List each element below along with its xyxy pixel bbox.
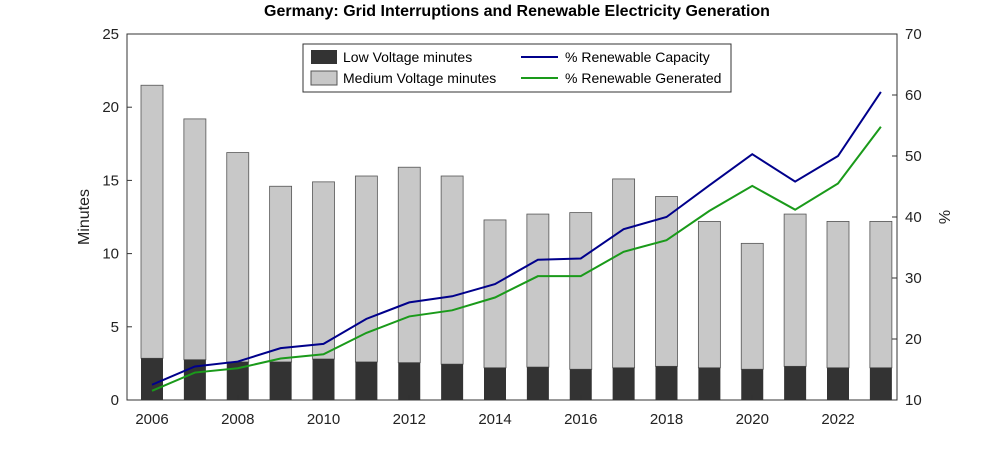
bar-low-voltage bbox=[698, 367, 721, 400]
bar-medium-voltage bbox=[655, 196, 678, 367]
x-tick-label: 2020 bbox=[736, 411, 769, 428]
legend-label-renewable-generated: % Renewable Generated bbox=[565, 70, 721, 86]
bar-low-voltage bbox=[484, 367, 506, 400]
bar-medium-voltage bbox=[183, 118, 207, 361]
y2-tick-label: 10 bbox=[905, 392, 922, 409]
y-tick-label: 10 bbox=[102, 246, 119, 263]
legend-swatch-medium-voltage bbox=[310, 70, 338, 86]
bar-low-voltage bbox=[226, 361, 249, 400]
bar-low-voltage bbox=[784, 366, 807, 400]
y-tick-label: 15 bbox=[102, 172, 119, 189]
x-tick-label: 2010 bbox=[307, 411, 340, 428]
y2-tick-label: 50 bbox=[905, 148, 922, 165]
bar-low-voltage bbox=[441, 364, 464, 400]
x-tick-label: 2018 bbox=[650, 411, 683, 428]
y2-tick-label: 20 bbox=[905, 331, 922, 348]
x-tick-label: 2022 bbox=[821, 411, 854, 428]
bar-medium-voltage bbox=[226, 152, 250, 363]
bar-medium-voltage bbox=[526, 213, 550, 368]
line-renewable-capacity bbox=[151, 91, 882, 386]
bar-medium-voltage bbox=[269, 185, 293, 363]
bar-low-voltage bbox=[569, 369, 592, 400]
bar-medium-voltage bbox=[440, 175, 464, 365]
bar-medium-voltage bbox=[397, 166, 421, 364]
bar-medium-voltage bbox=[612, 178, 636, 369]
bar-medium-voltage bbox=[783, 213, 807, 367]
bar-medium-voltage bbox=[869, 220, 893, 369]
y-tick-label: 5 bbox=[111, 319, 119, 336]
y-tick-label: 20 bbox=[102, 99, 119, 116]
bar-low-voltage bbox=[526, 367, 549, 400]
bar-medium-voltage bbox=[354, 175, 378, 363]
bar-low-voltage bbox=[612, 367, 635, 400]
y2-tick-label: 60 bbox=[905, 87, 922, 104]
y2-tick-label: 30 bbox=[905, 270, 922, 287]
bar-medium-voltage bbox=[740, 242, 764, 370]
bar-low-voltage bbox=[312, 359, 335, 400]
bar-low-voltage bbox=[398, 362, 421, 400]
bar-low-voltage bbox=[269, 361, 292, 400]
chart-title: Germany: Grid Interruptions and Renewabl… bbox=[264, 3, 770, 20]
bar-low-voltage bbox=[141, 358, 163, 400]
x-tick-label: 2008 bbox=[221, 411, 254, 428]
bar-low-voltage bbox=[827, 367, 849, 400]
bar-low-voltage bbox=[869, 367, 892, 400]
bar-low-voltage bbox=[655, 366, 678, 400]
bar-medium-voltage bbox=[140, 84, 164, 359]
x-tick-label: 2016 bbox=[564, 411, 597, 428]
bar-medium-voltage bbox=[697, 220, 721, 369]
bar-medium-voltage bbox=[312, 181, 335, 360]
legend-swatch-low-voltage bbox=[311, 50, 337, 64]
bar-medium-voltage bbox=[826, 220, 850, 369]
x-tick-label: 2006 bbox=[135, 411, 168, 428]
legend: Low Voltage minutes Medium Voltage minute… bbox=[302, 43, 732, 93]
x-tick-label: 2012 bbox=[393, 411, 426, 428]
line-renewable-generated bbox=[151, 126, 882, 392]
y2-tick-label: 70 bbox=[905, 26, 922, 43]
y2-tick-label: 40 bbox=[905, 209, 922, 226]
legend-label-low-voltage: Low Voltage minutes bbox=[343, 49, 472, 65]
y-tick-label: 25 bbox=[102, 26, 119, 43]
y2-axis-label: % bbox=[937, 210, 954, 224]
y-axis-label: Minutes bbox=[76, 189, 93, 245]
bar-low-voltage bbox=[355, 361, 378, 400]
bar-medium-voltage bbox=[569, 212, 593, 370]
legend-label-medium-voltage: Medium Voltage minutes bbox=[343, 70, 496, 86]
x-tick-label: 2014 bbox=[478, 411, 511, 428]
bar-low-voltage bbox=[741, 369, 764, 400]
y-tick-label: 0 bbox=[111, 392, 119, 409]
legend-label-renewable-capacity: % Renewable Capacity bbox=[565, 49, 710, 65]
